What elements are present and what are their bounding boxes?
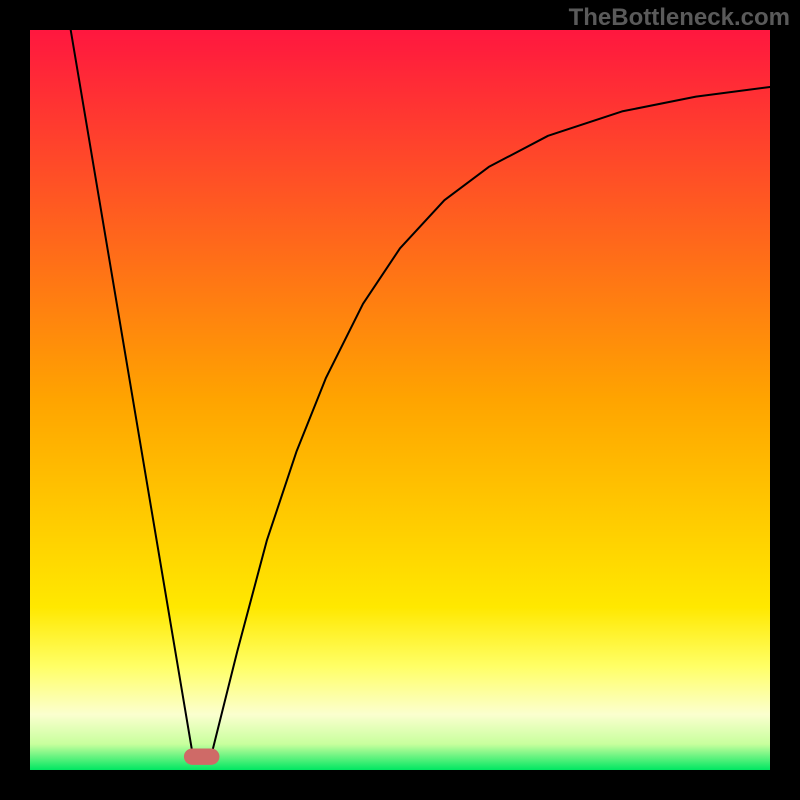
plot-background bbox=[30, 30, 770, 770]
watermark-text: TheBottleneck.com bbox=[569, 4, 790, 32]
minimum-marker bbox=[184, 749, 220, 765]
bottleneck-chart bbox=[0, 0, 800, 800]
chart-container: TheBottleneck.com bbox=[0, 0, 800, 800]
